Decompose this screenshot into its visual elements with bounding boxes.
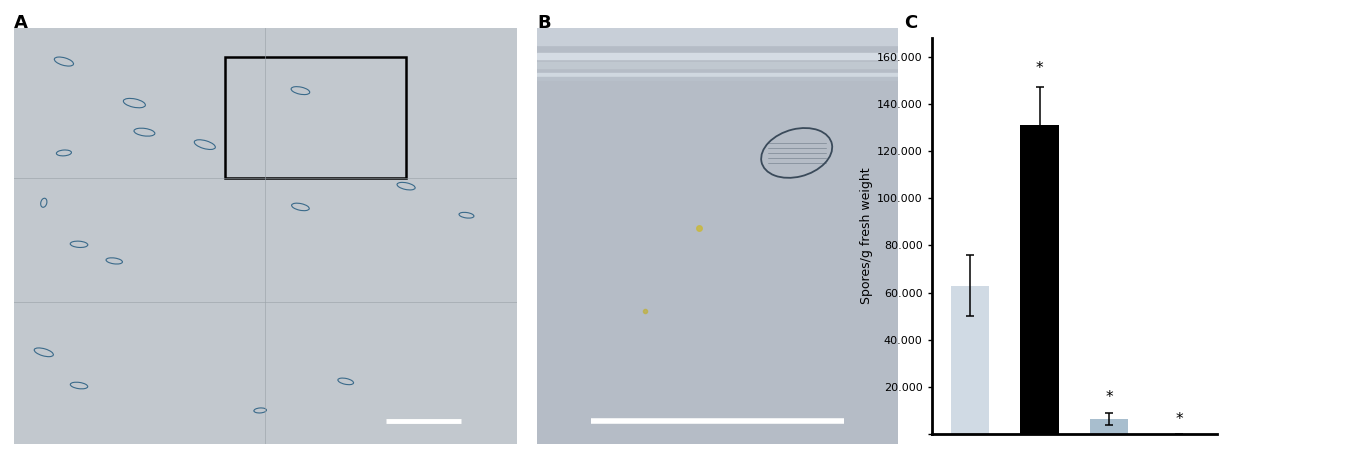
Text: C: C — [904, 14, 918, 32]
Bar — [537, 28, 898, 45]
Text: *: * — [1036, 60, 1043, 76]
Bar — [951, 286, 989, 434]
Y-axis label: Spores/g fresh weight: Spores/g fresh weight — [860, 168, 873, 304]
Bar — [224, 58, 407, 178]
Bar — [537, 73, 898, 76]
Text: *: * — [1175, 412, 1183, 427]
Bar — [1020, 125, 1058, 434]
Text: *: * — [1106, 390, 1112, 405]
Text: A: A — [14, 14, 27, 32]
Bar — [1091, 419, 1129, 434]
Bar — [537, 61, 898, 68]
Text: B: B — [537, 14, 551, 32]
Bar — [537, 53, 898, 59]
Bar — [537, 77, 898, 80]
